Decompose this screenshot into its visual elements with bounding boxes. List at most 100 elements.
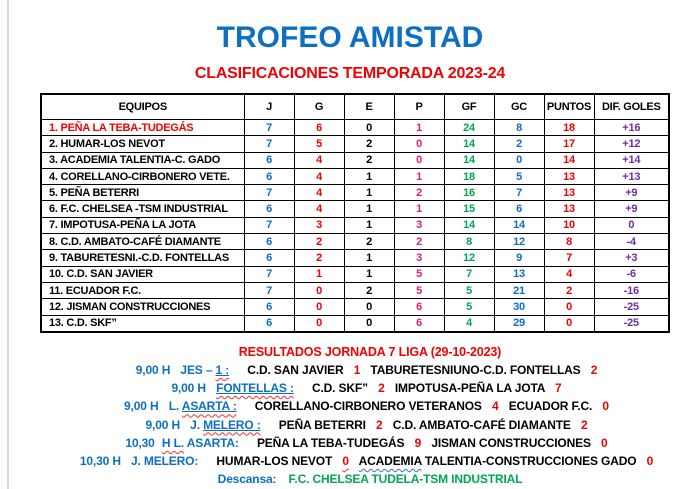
match-time: 9,00 H [145, 417, 181, 432]
stat-cell-p: 5 [393, 281, 445, 300]
stat-cell-dif: +16 [593, 118, 670, 137]
stat-cell-puntos: 10 [543, 216, 595, 235]
stat-cell-gf: 18 [443, 167, 495, 186]
match-result-line: 9,00 H L. ASARTA : CORELLANO-CIRBONERO V… [40, 397, 700, 415]
stat-cell-j: 7 [243, 135, 295, 153]
away-team: TABURETESNIUNO-C.D. FONTELLAS [370, 363, 581, 377]
standings-row: 11. ECUADOR F.C. 7 0 2 5 5 21 2 -16 [40, 281, 670, 300]
standings-table: EQUIPOS J G E P GF GC PUNTOS DIF. GOLES … [40, 93, 670, 333]
home-score: 0 [342, 453, 349, 468]
match-venue: J. MELERO : [190, 417, 261, 432]
team-name-cell: 5. PEÑA BETERRI [40, 184, 245, 202]
away-score: 0 [602, 399, 609, 414]
stat-cell-puntos: 14 [543, 151, 595, 169]
stat-cell-dif: -6 [593, 265, 670, 283]
column-header-gf: GF [443, 93, 495, 120]
stat-cell-gc: 13 [493, 265, 545, 283]
stat-cell-dif: -25 [593, 314, 670, 333]
home-team: PEÑA LA TEBA-TUDEGÁS [256, 435, 405, 450]
team-name-cell: 12. JISMAN CONSTRUCCIONES [40, 298, 245, 316]
stat-cell-dif: +14 [593, 151, 670, 169]
rest-label: Descansa: [217, 472, 277, 487]
stat-cell-puntos: 7 [543, 249, 595, 267]
stat-cell-e: 1 [343, 216, 395, 235]
standings-row: 1. PEÑA LA TEBA-TUDEGÁS 7 6 0 1 24 8 18 … [40, 118, 670, 137]
stat-cell-j: 6 [243, 200, 295, 218]
standings-row: 4. CORELLANO-CIRBONERO VETE. 6 4 1 1 18 … [40, 167, 670, 186]
match-result-line: 10,30 H L. ASARTA: PEÑA LA TEBA-TUDEGÁS … [40, 434, 700, 452]
team-name-cell: 13. C.D. SKF” [40, 314, 245, 333]
stat-cell-e: 2 [343, 281, 395, 300]
stat-cell-dif: +3 [593, 249, 670, 267]
away-score: 2 [590, 363, 598, 377]
stat-cell-g: 0 [293, 298, 345, 316]
stat-cell-puntos: 13 [543, 167, 595, 186]
table-header-row: EQUIPOS J G E P GF GC PUNTOS DIF. GOLES [40, 93, 670, 120]
stat-cell-g: 1 [293, 265, 345, 283]
standings-row: 9. TABURETESNI.-C.D. FONTELLAS 6 2 1 3 1… [40, 249, 670, 267]
stat-cell-j: 6 [243, 151, 295, 169]
stat-cell-e: 0 [343, 118, 395, 137]
stat-cell-j: 6 [243, 314, 295, 333]
stat-cell-e: 1 [343, 167, 395, 186]
standings-row: 8. C.D. AMBATO-CAFÉ DIAMANTE 6 2 2 2 8 1… [40, 233, 670, 251]
stat-cell-gf: 8 [443, 233, 495, 251]
stat-cell-puntos: 4 [543, 265, 595, 283]
stat-cell-e: 1 [343, 249, 395, 267]
column-header-p: P [393, 93, 445, 120]
match-venue: JES – 1 : [180, 363, 230, 377]
away-score: 0 [646, 453, 654, 468]
standings-row: 2. HUMAR-LOS NEVOT 7 5 2 0 14 2 17 +12 [40, 135, 670, 153]
home-team: C.D. SKF” [311, 381, 368, 396]
stat-cell-puntos: 13 [543, 200, 595, 218]
stat-cell-p: 1 [393, 167, 445, 186]
stat-cell-gf: 15 [443, 200, 495, 218]
team-name-cell: 1. PEÑA LA TEBA-TUDEGÁS [40, 118, 245, 137]
stat-cell-gf: 4 [443, 314, 495, 333]
away-score: 0 [601, 435, 608, 450]
stat-cell-g: 5 [293, 135, 345, 153]
stat-cell-g: 4 [293, 200, 345, 218]
stat-cell-dif: -25 [593, 298, 670, 316]
team-name-cell: 4. CORELLANO-CIRBONERO VETE. [40, 167, 245, 186]
stat-cell-puntos: 0 [543, 298, 595, 316]
stat-cell-e: 1 [343, 200, 395, 218]
home-score: 1 [353, 363, 361, 377]
stat-cell-gf: 5 [443, 298, 495, 316]
stat-cell-gc: 7 [493, 184, 545, 202]
rest-team: F.C. CHELSEA TUDELA-TSM INDUSTRIAL [288, 472, 523, 487]
home-score: 2 [378, 381, 385, 396]
stat-cell-g: 2 [293, 233, 345, 251]
match-time: 9,00 H [124, 399, 159, 414]
stat-cell-e: 1 [343, 265, 395, 283]
stat-cell-gc: 29 [493, 314, 545, 333]
column-header-puntos: PUNTOS [543, 93, 595, 120]
stat-cell-gc: 12 [493, 233, 545, 251]
stat-cell-dif: -16 [593, 281, 670, 300]
standings-row: 5. PEÑA BETERRI 7 4 1 2 16 7 13 +9 [40, 184, 670, 202]
match-result-line: 10,30 H J. MELERO: HUMAR-LOS NEVOT 0 ACA… [40, 452, 700, 470]
stat-cell-g: 6 [293, 118, 345, 137]
stat-cell-puntos: 18 [543, 118, 595, 137]
stat-cell-p: 2 [393, 233, 445, 251]
stat-cell-p: 3 [393, 249, 445, 267]
stat-cell-dif: +12 [593, 135, 670, 153]
stat-cell-gc: 9 [493, 249, 545, 267]
stat-cell-j: 7 [243, 265, 295, 283]
stat-cell-gf: 24 [443, 118, 495, 137]
stat-cell-gf: 16 [443, 184, 495, 202]
match-time: 10,30 [125, 435, 155, 450]
match-time: 10,30 H [79, 453, 121, 468]
stat-cell-e: 0 [343, 298, 395, 316]
stat-cell-e: 1 [343, 184, 395, 202]
stat-cell-j: 7 [243, 184, 295, 202]
home-score: 9 [414, 435, 422, 450]
home-score: 2 [376, 417, 383, 432]
stat-cell-p: 6 [393, 314, 445, 333]
stat-cell-gf: 14 [443, 216, 495, 235]
match-venue: FONTELLAS : [216, 381, 294, 396]
away-team: IMPOTUSA-PEÑA LA JOTA [394, 381, 545, 396]
home-team: HUMAR-LOS NEVOT [216, 453, 333, 468]
team-name-cell: 8. C.D. AMBATO-CAFÉ DIAMANTE [40, 233, 245, 251]
stat-cell-gf: 14 [443, 151, 495, 169]
